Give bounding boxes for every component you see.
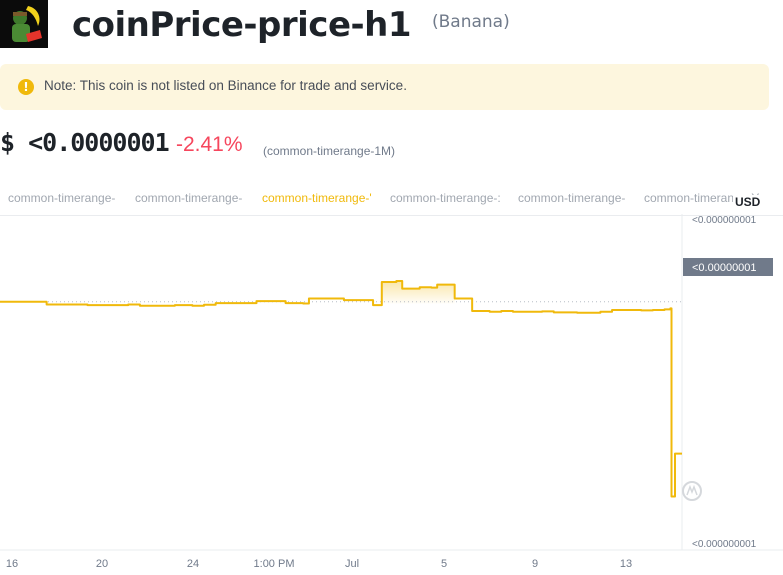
timerange-tabs: common-timerange- common-timerange- comm…	[0, 188, 770, 210]
current-price-tag	[683, 258, 773, 276]
x-tick-label: 20	[96, 558, 108, 570]
tab-timerange-4[interactable]: common-timerange-:	[390, 191, 501, 205]
x-tick-label: Jul	[345, 558, 359, 570]
price-chart[interactable]: <0.000000001 <0.00000001 <0.000000001 16 20 2…	[0, 214, 783, 575]
price-series-line	[0, 280, 682, 498]
change-timerange: (common-timerange-1M)	[263, 144, 396, 158]
watermark-mark	[686, 484, 698, 496]
x-tick-label: 16	[6, 558, 18, 570]
highlight-area	[381, 281, 455, 304]
currency-label: USD	[733, 195, 763, 209]
tabs-divider	[0, 215, 783, 216]
tab-timerange-5[interactable]: common-timerange-	[518, 191, 626, 205]
price-change: -2.41%	[176, 133, 243, 156]
coin-symbol: (Banana)	[432, 12, 510, 32]
x-tick-label: 5	[441, 558, 447, 570]
x-tick-label: 1:00 PM	[254, 558, 295, 570]
y-tick-label-top: <0.000000001	[692, 215, 757, 226]
watermark-icon	[682, 481, 702, 501]
note-text: Note: This coin is not listed on Binance…	[44, 78, 407, 93]
y-tick-label-bottom: <0.000000001	[692, 539, 757, 550]
x-tick-label: 24	[187, 558, 199, 570]
current-price: $ <0.0000001	[0, 128, 170, 157]
not-listed-note: ! Note: This coin is not listed on Binan…	[0, 64, 769, 110]
tab-timerange-1[interactable]: common-timerange-	[8, 191, 116, 205]
banana-character-logo	[0, 0, 48, 48]
page-title: coinPrice-price-h1	[72, 5, 412, 45]
tab-timerange-6[interactable]: common-timerange-Y	[644, 191, 760, 205]
x-tick-label: 13	[620, 558, 632, 570]
x-tick-label: 9	[532, 558, 538, 570]
current-price-label: <0.00000001	[692, 262, 757, 274]
exclamation-circle-icon: !	[18, 79, 34, 95]
tab-timerange-2[interactable]: common-timerange-	[135, 191, 243, 205]
tab-timerange-3[interactable]: common-timerange-'	[262, 191, 372, 205]
